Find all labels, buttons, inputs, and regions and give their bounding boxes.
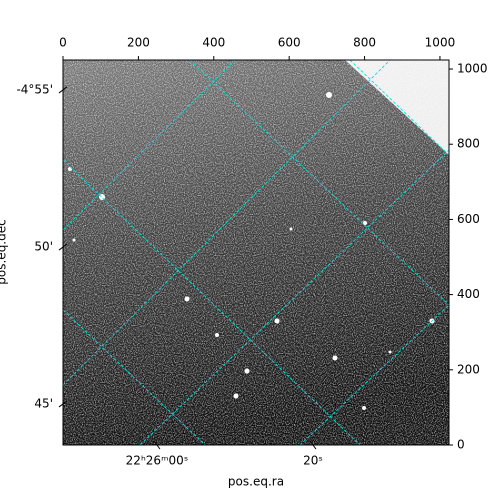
dec-tick — [58, 400, 68, 408]
y-axis-label: pos.eq.dec — [0, 219, 9, 284]
dec-tick-label: -4°55' — [16, 82, 53, 96]
ra-tick-label: 20ˢ — [303, 454, 323, 468]
x-tick-label: 1000 — [425, 36, 456, 50]
y-tick-label: 400 — [457, 287, 480, 301]
dec-tick-label: 50' — [34, 240, 53, 254]
ra-tick-label: 22ʰ26ᵐ00ˢ — [126, 454, 189, 468]
dec-tick — [58, 243, 68, 251]
y-tick-label: 1000 — [457, 62, 488, 76]
axes-frame — [62, 59, 450, 446]
sky-image — [63, 60, 449, 445]
ra-tick — [309, 440, 317, 450]
ra-tick — [153, 440, 161, 450]
y-tick-label: 800 — [457, 137, 480, 151]
x-tick-label: 200 — [127, 36, 150, 50]
x-tick-label: 400 — [202, 36, 225, 50]
x-axis-label: pos.eq.ra — [228, 475, 284, 489]
dec-tick — [58, 86, 68, 94]
y-tick-label: 0 — [457, 438, 465, 452]
x-tick-label: 600 — [278, 36, 301, 50]
dec-tick-label: 45' — [34, 396, 53, 410]
y-tick-label: 600 — [457, 212, 480, 226]
x-tick-label: 800 — [353, 36, 376, 50]
x-tick-label: 0 — [59, 36, 67, 50]
y-tick-label: 200 — [457, 362, 480, 376]
